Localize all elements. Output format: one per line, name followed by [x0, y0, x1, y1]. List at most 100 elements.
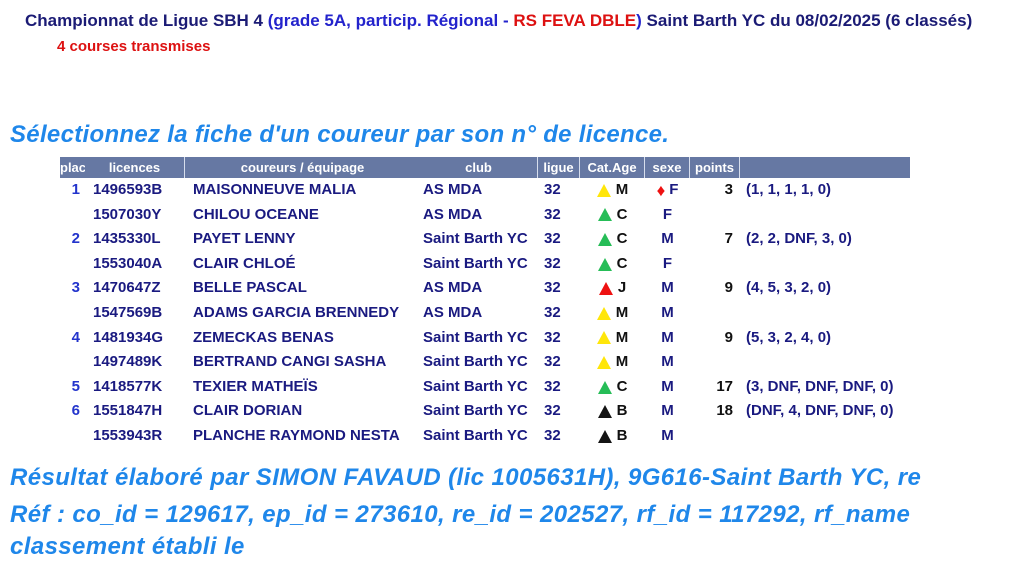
- cell-licence[interactable]: 1553040A: [93, 254, 163, 272]
- diamond-icon: ♦: [656, 180, 666, 200]
- column-header-detail: [740, 157, 910, 178]
- column-header-place: place: [60, 160, 85, 175]
- cell-licence[interactable]: 1418577K: [93, 377, 163, 395]
- cell-licence[interactable]: 1547569B: [93, 303, 163, 321]
- cell-club: AS MDA: [423, 181, 483, 198]
- cell-place: 1: [71, 181, 80, 198]
- cell-sexe: M: [645, 399, 690, 424]
- table-row: 2 1435330L PAYET LENNY Saint Barth YC 32 C M 7 (…: [60, 227, 910, 252]
- cell-points: 17: [716, 377, 733, 395]
- sexe-letter: F: [662, 254, 673, 272]
- cell-licence[interactable]: 1497489K: [93, 353, 163, 371]
- cell-race-scores: (2, 2, DNF, 3, 0): [746, 230, 852, 248]
- column-header-Cat.Age: Cat.Age: [580, 157, 645, 178]
- cell-licence[interactable]: 1551847H: [93, 402, 163, 420]
- cell-cat-age: C: [580, 227, 645, 252]
- cell-ligue: 32: [544, 328, 561, 346]
- cell-race-scores: (1, 1, 1, 1, 0): [746, 181, 832, 198]
- table-row: 5 1418577K TEXIER MATHEÏS Saint Barth YC 32 C…: [60, 375, 910, 400]
- cell-name: ZEMECKAS BENAS: [193, 328, 334, 346]
- title-part: Saint Barth YC: [646, 11, 766, 30]
- cell-sexe: F: [645, 252, 690, 277]
- cell-licence[interactable]: 1470647Z: [93, 279, 161, 297]
- cell-cat-age: C: [580, 252, 645, 277]
- cell-cat-age: B: [580, 424, 645, 449]
- cell-sexe: M: [645, 350, 690, 375]
- cell-name: CLAIR CHLOÉ: [193, 254, 296, 272]
- sexe-letter: M: [661, 230, 674, 248]
- category-triangle-icon: [596, 306, 611, 320]
- cell-licence[interactable]: 1553943R: [93, 426, 163, 444]
- cell-points: [690, 252, 740, 277]
- cell-licence[interactable]: 1507030Y: [93, 205, 162, 223]
- cell-licence[interactable]: 1481934G: [93, 328, 164, 346]
- cell-place: 4: [71, 328, 80, 346]
- cell-points: [690, 424, 740, 449]
- cat-age-letter: B: [616, 402, 628, 420]
- category-triangle-icon: [597, 405, 612, 419]
- cell-cat-age: M: [580, 326, 645, 351]
- cell-ligue: 32: [544, 402, 561, 420]
- cell-name: CHILOU OCEANE: [193, 205, 319, 223]
- cat-age-letter: M: [615, 328, 629, 346]
- table-row: 6 1551847H CLAIR DORIAN Saint Barth YC 32 B M 1…: [60, 399, 910, 424]
- table-header: placelicences coureurs / équipage clubligu…: [60, 157, 910, 178]
- table-row: 4 1481934G ZEMECKAS BENAS Saint Barth YC 32 M…: [60, 326, 910, 351]
- cell-club: Saint Barth YC: [423, 353, 528, 371]
- cell-place: [60, 252, 85, 277]
- sexe-letter: M: [661, 426, 674, 444]
- footer-credit-line: Résultat élaboré par SIMON FAVAUD (lic 1…: [10, 464, 922, 491]
- cell-points: 18: [716, 402, 733, 420]
- cell-place: 3: [71, 279, 80, 297]
- cell-sexe: ♦ F: [645, 178, 690, 203]
- cell-race-scores: [740, 301, 910, 326]
- category-triangle-icon: [596, 331, 611, 345]
- cell-club: Saint Barth YC: [423, 328, 528, 346]
- cell-place: 2: [71, 230, 80, 248]
- cell-race-scores: (3, DNF, DNF, DNF, 0): [746, 377, 894, 395]
- table-body: 1 1496593B MAISONNEUVE MALIA AS MDA 32 M ♦ F 3 (1…: [60, 178, 910, 449]
- cell-ligue: 32: [544, 426, 561, 444]
- cell-place: [60, 424, 85, 449]
- sexe-letter: M: [661, 279, 674, 297]
- cell-ligue: 32: [544, 230, 561, 248]
- column-header-licences: licences: [85, 157, 185, 178]
- cell-race-scores: (5, 3, 2, 4, 0): [746, 328, 832, 346]
- cell-cat-age: B: [580, 399, 645, 424]
- sexe-letter: M: [661, 303, 674, 321]
- table-row: 3 1470647Z BELLE PASCAL AS MDA 32 J M 9 (4, 5, 3…: [60, 276, 910, 301]
- table-row: 1553040A CLAIR CHLOÉ Saint Barth YC 32 C F: [60, 252, 910, 277]
- sexe-letter: M: [661, 353, 674, 371]
- sexe-letter: M: [661, 377, 674, 395]
- cell-club: Saint Barth YC: [423, 377, 528, 395]
- footer-clipped-line: classement établi le: [10, 533, 245, 560]
- sexe-letter: F: [662, 205, 673, 223]
- table-row: 1553943R PLANCHE RAYMOND NESTA Saint Barth…: [60, 424, 910, 449]
- column-header-points: points: [690, 157, 740, 178]
- cell-sexe: F: [645, 203, 690, 228]
- category-triangle-icon: [597, 380, 612, 394]
- sexe-letter: F: [669, 181, 679, 198]
- title-part: ): [636, 11, 647, 30]
- cell-licence[interactable]: 1496593B: [93, 181, 163, 198]
- cat-age-letter: M: [615, 353, 629, 371]
- cell-cat-age: M: [580, 350, 645, 375]
- cell-sexe: M: [645, 375, 690, 400]
- cell-club: Saint Barth YC: [423, 230, 528, 248]
- cell-race-scores: (4, 5, 3, 2, 0): [746, 279, 832, 297]
- cell-sexe: M: [645, 301, 690, 326]
- title-part: RS FEVA DBLE: [513, 11, 637, 30]
- column-header-sexe: sexe: [645, 157, 690, 178]
- cat-age-letter: M: [615, 303, 629, 321]
- cell-club: Saint Barth YC: [423, 426, 528, 444]
- cell-ligue: 32: [544, 353, 561, 371]
- cell-name: BELLE PASCAL: [193, 279, 307, 297]
- title-part: (grade 5A, particip. Régional -: [267, 11, 514, 30]
- cell-name: BERTRAND CANGI SASHA: [193, 353, 387, 371]
- selection-heading: Sélectionnez la fiche d'un coureur par s…: [10, 121, 670, 148]
- sexe-letter: M: [661, 402, 674, 420]
- cell-sexe: M: [645, 424, 690, 449]
- cell-place: 5: [71, 377, 80, 395]
- cell-licence[interactable]: 1435330L: [93, 230, 161, 248]
- courses-transmitted-note: 4 courses transmises: [57, 38, 211, 55]
